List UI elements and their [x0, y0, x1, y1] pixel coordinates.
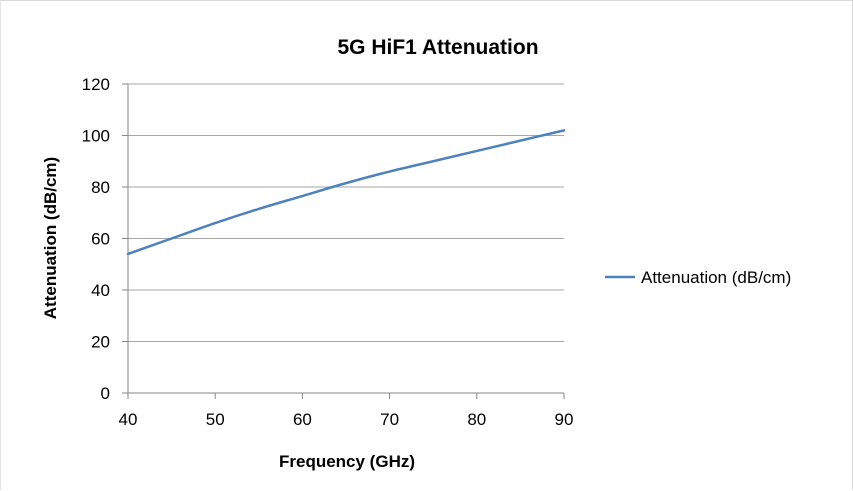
- series-layer: [126, 129, 566, 256]
- x-tick-label: 40: [119, 410, 138, 429]
- chart-title: 5G HiF1 Attenuation: [337, 36, 538, 59]
- x-tick-label: 90: [555, 410, 574, 429]
- y-tick-label: 20: [91, 333, 110, 352]
- tick-labels: 0 20 40 60 80 100 120 40 50 60 70 80 90: [82, 75, 574, 429]
- x-tick-label: 50: [206, 410, 225, 429]
- y-tick-label: 0: [101, 384, 110, 403]
- x-tick-label: 60: [293, 410, 312, 429]
- series-line-attenuation: [126, 129, 566, 256]
- legend-label: Attenuation (dB/cm): [641, 268, 791, 287]
- y-tick-label: 40: [91, 281, 110, 300]
- legend: Attenuation (dB/cm): [605, 268, 791, 287]
- y-tick-label: 120: [82, 75, 110, 94]
- y-tick-label: 80: [91, 178, 110, 197]
- axes: [122, 83, 565, 399]
- y-tick-label: 100: [82, 127, 110, 146]
- y-axis-title: Attenuation (dB/cm): [41, 157, 60, 319]
- gridlines: [128, 83, 564, 342]
- x-tick-label: 70: [380, 410, 399, 429]
- y-tick-label: 60: [91, 230, 110, 249]
- x-axis-title: Frequency (GHz): [279, 452, 415, 471]
- x-tick-label: 80: [467, 410, 486, 429]
